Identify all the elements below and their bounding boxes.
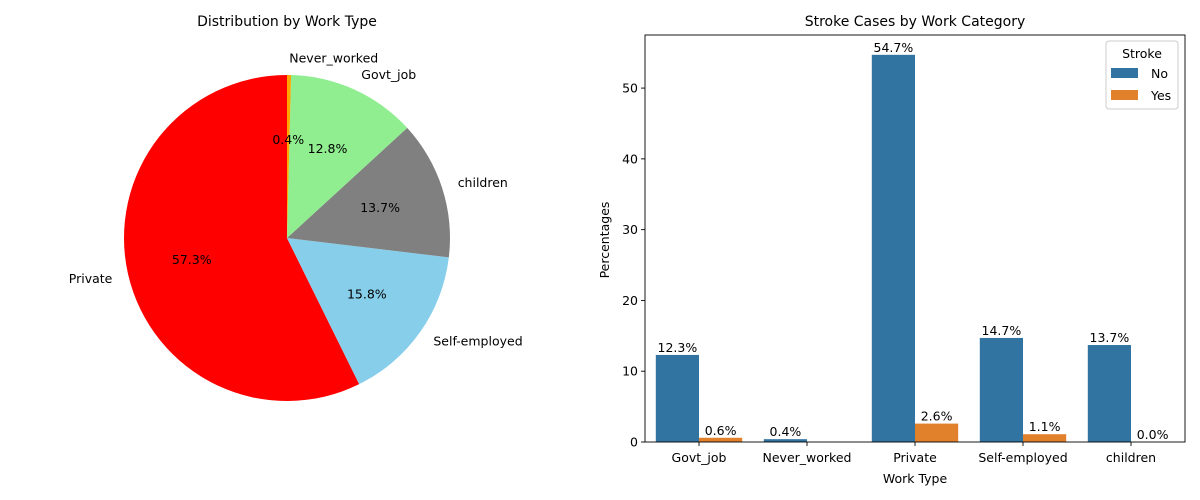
bar-no-govt-job xyxy=(655,354,699,442)
bar-value-label: 0.6% xyxy=(705,423,737,438)
bar-value-label: 13.7% xyxy=(1090,330,1130,345)
bar-chart: Stroke Cases by Work Category 0 10 20 30 40 5… xyxy=(597,14,1186,486)
legend-entry-yes: Yes xyxy=(1150,88,1171,103)
x-axis-label: Work Type xyxy=(883,471,948,486)
pie-category-label: Self-employed xyxy=(433,334,522,349)
bar-value-label: 0.0% xyxy=(1137,427,1169,442)
bar-value-label: 54.7% xyxy=(874,40,914,55)
bar-value-label: 1.1% xyxy=(1029,419,1061,434)
x-tick-label: Never_worked xyxy=(763,450,852,465)
pie-percent-label: 0.4% xyxy=(272,132,304,147)
pie-percent-label: 12.8% xyxy=(308,141,348,156)
legend-swatch-no xyxy=(1111,68,1138,78)
y-tick-label: 30 xyxy=(622,222,638,237)
pie-slice-private xyxy=(124,75,360,401)
bar-no-self-employed xyxy=(979,337,1023,442)
bar-yes-private xyxy=(915,423,959,442)
pie-category-label: Govt_job xyxy=(361,67,416,82)
bar-yes-govt-job xyxy=(699,437,743,442)
pie-slices xyxy=(124,75,451,401)
y-axis: 0 10 20 30 40 50 xyxy=(622,81,645,450)
plot-frame xyxy=(644,34,1186,443)
bar-value-label: 0.4% xyxy=(770,424,802,439)
x-tick-label: Govt_job xyxy=(672,450,727,465)
pie-category-label: children xyxy=(458,175,508,190)
y-tick-label: 10 xyxy=(622,364,638,379)
pie-chart: Distribution by Work Type Private 57.3% Se… xyxy=(69,14,523,401)
bar-no-private xyxy=(871,54,915,443)
pie-percent-label: 13.7% xyxy=(360,200,400,215)
x-tick-label: Private xyxy=(893,450,937,465)
bar-value-label: 12.3% xyxy=(658,340,698,355)
legend: Stroke No Yes xyxy=(1105,40,1179,110)
legend-title: Stroke xyxy=(1122,46,1162,61)
legend-swatch-yes xyxy=(1111,90,1138,100)
x-axis: Govt_job Never_worked Private Self-employed… xyxy=(672,442,1156,465)
x-tick-label: children xyxy=(1106,450,1156,465)
bar-yes-self-employed xyxy=(1023,434,1067,442)
legend-entry-no: No xyxy=(1151,66,1168,81)
pie-labels: Private 57.3% Self-employed 15.8% children 13… xyxy=(69,51,523,349)
pie-category-label: Never_worked xyxy=(289,51,378,66)
x-tick-label: Self-employed xyxy=(978,450,1067,465)
pie-slice-govt-job xyxy=(287,75,408,238)
bar-no-never-worked xyxy=(763,439,807,442)
bar-no-children xyxy=(1087,345,1131,442)
bars: 12.3% 0.6% 0.4% 54.7% 2.6% 14.7% 1.1% 13.7% 0.0% xyxy=(655,40,1169,443)
pie-title: Distribution by Work Type xyxy=(197,14,377,30)
y-axis-label: Percentages xyxy=(597,202,612,279)
y-tick-label: 50 xyxy=(622,81,638,96)
pie-percent-label: 15.8% xyxy=(347,286,387,301)
bar-value-label: 14.7% xyxy=(982,323,1022,338)
y-tick-label: 0 xyxy=(630,435,638,450)
pie-slice-children xyxy=(287,127,451,258)
pie-slice-never-worked xyxy=(287,75,292,238)
pie-category-label: Private xyxy=(69,271,113,286)
pie-slice-self-employed xyxy=(287,238,449,385)
bar-title: Stroke Cases by Work Category xyxy=(805,14,1026,30)
y-tick-label: 40 xyxy=(622,151,638,166)
bar-value-label: 2.6% xyxy=(921,409,953,424)
y-tick-label: 20 xyxy=(622,293,638,308)
pie-percent-label: 57.3% xyxy=(172,252,212,267)
